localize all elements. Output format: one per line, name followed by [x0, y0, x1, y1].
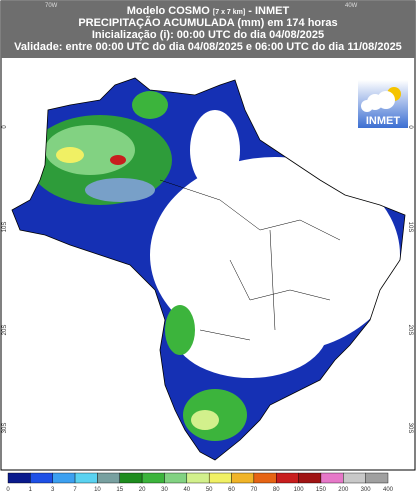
colorbar-label: 10 — [94, 487, 101, 493]
title-suffix: - INMET — [248, 5, 289, 17]
lon-label: 70W — [45, 3, 58, 9]
colorbar-box — [253, 472, 277, 484]
lat-label: 20S — [2, 325, 8, 336]
lat-label: 10S — [2, 222, 8, 233]
country-outline — [11, 77, 406, 461]
product: PRECIPITAÇÃO ACUMULADA (mm) em 174 horas — [78, 16, 337, 29]
colorbar-box — [186, 472, 210, 484]
state-borders — [159, 179, 341, 341]
colorbar-box — [30, 472, 53, 484]
colorbar-label: 40 — [183, 487, 190, 493]
logo: INMET — [358, 80, 408, 128]
colorbar-label: 200 — [338, 487, 349, 493]
colorbar-box — [119, 472, 143, 484]
colorbar-label: 3 — [51, 487, 55, 493]
colorbar-box — [365, 472, 389, 484]
colorbar-box — [141, 472, 165, 484]
colorbar-label: 100 — [294, 487, 305, 493]
colorbar-label: 1 — [29, 487, 33, 493]
colorbar-box — [208, 472, 232, 484]
lat-label: 20S — [407, 325, 413, 336]
colorbar-label: 20 — [139, 487, 146, 493]
lat-label: 10S — [407, 222, 413, 233]
validity: Validade: entre 00:00 UTC do dia 04/08/2… — [14, 41, 402, 53]
initialization: Inicialização (i): 00:00 UTC do dia 04/0… — [92, 29, 324, 41]
lat-label: 30S — [2, 423, 8, 434]
logo-text: INMET — [366, 115, 401, 127]
colorbar-label: 300 — [361, 487, 372, 493]
colorbar-label: 15 — [116, 487, 123, 493]
colorbar-label: 60 — [228, 487, 235, 493]
colorbar-box — [164, 472, 188, 484]
colorbar-box — [298, 472, 322, 484]
colorbar-label: 80 — [273, 487, 280, 493]
colorbar-label: 30 — [161, 487, 168, 493]
lat-label: 0 — [2, 125, 8, 129]
colorbar-label: 0 — [6, 487, 10, 493]
header-band — [1, 1, 415, 58]
lon-label: 40W — [345, 3, 358, 9]
lat-label: 0 — [407, 125, 413, 129]
lat-label: 30S — [407, 423, 413, 434]
colorbar-box — [231, 472, 255, 484]
colorbar-label: 50 — [206, 487, 213, 493]
colorbar-box — [74, 472, 98, 484]
colorbar-label: 70 — [251, 487, 258, 493]
colorbar-box — [7, 472, 31, 484]
colorbar-box — [320, 472, 344, 484]
header-title: Modelo COSMO [7 x 7 km] - INMET — [127, 5, 290, 17]
colorbar-label: 400 — [383, 487, 394, 493]
colorbar-label: 150 — [316, 487, 327, 493]
colorbar-box — [343, 472, 366, 484]
colorbar-box — [276, 472, 299, 484]
resolution: [7 x 7 km] — [213, 9, 245, 16]
colorbar-box — [97, 472, 120, 484]
title-prefix: Modelo COSMO — [127, 5, 211, 17]
colorbar-box — [52, 472, 76, 484]
colorbar-label: 7 — [73, 487, 77, 493]
